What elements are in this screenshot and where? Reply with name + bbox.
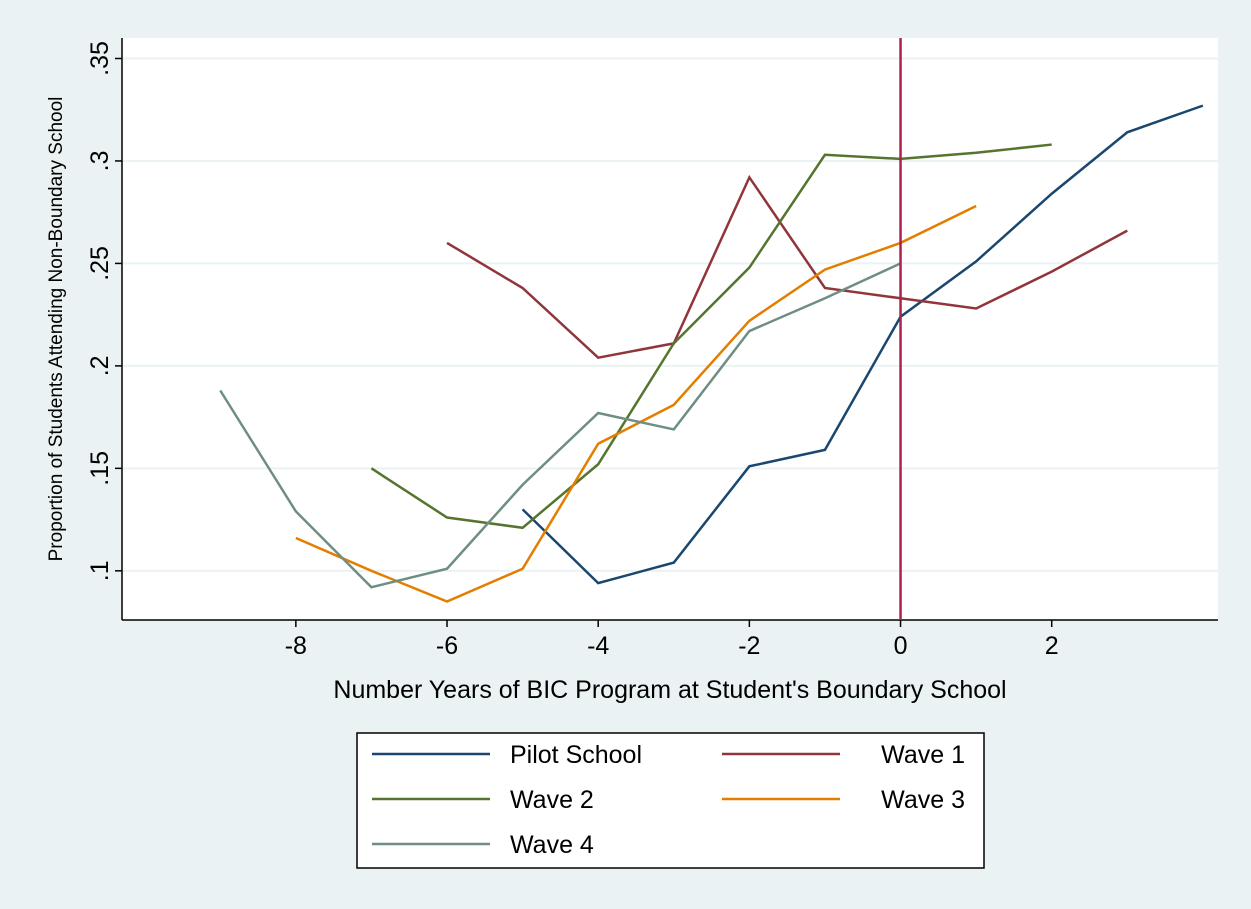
series-line bbox=[370, 143, 1052, 530]
legend-label: Wave 1 bbox=[881, 741, 965, 769]
legend bbox=[356, 732, 985, 869]
series-line bbox=[446, 174, 1128, 360]
x-axis-title: Number Years of BIC Program at Student's… bbox=[333, 676, 1006, 704]
series-line bbox=[295, 204, 977, 603]
y-tick-label: .3 bbox=[86, 151, 114, 172]
plot-area bbox=[122, 38, 1218, 620]
y-tick-label: .1 bbox=[86, 560, 114, 581]
legend-label: Pilot School bbox=[510, 741, 642, 769]
x-tick-label: -2 bbox=[738, 632, 760, 660]
y-tick-label: .35 bbox=[86, 41, 114, 76]
x-tick-label: -4 bbox=[587, 632, 609, 660]
legend-label: Wave 2 bbox=[510, 786, 594, 814]
legend-label: Wave 4 bbox=[510, 831, 594, 859]
y-tick-label: .15 bbox=[86, 451, 114, 486]
y-tick-label: .25 bbox=[86, 246, 114, 281]
series-line bbox=[219, 262, 902, 589]
x-tick-label: 2 bbox=[1045, 632, 1059, 660]
y-tick-label: .2 bbox=[86, 355, 114, 376]
x-tick-label: -8 bbox=[285, 632, 307, 660]
y-axis-title: Proportion of Students Attending Non-Bou… bbox=[46, 97, 67, 562]
x-tick-label: 0 bbox=[894, 632, 908, 660]
x-tick-label: -6 bbox=[436, 632, 458, 660]
legend-label: Wave 3 bbox=[881, 786, 965, 814]
series-line bbox=[521, 104, 1204, 585]
